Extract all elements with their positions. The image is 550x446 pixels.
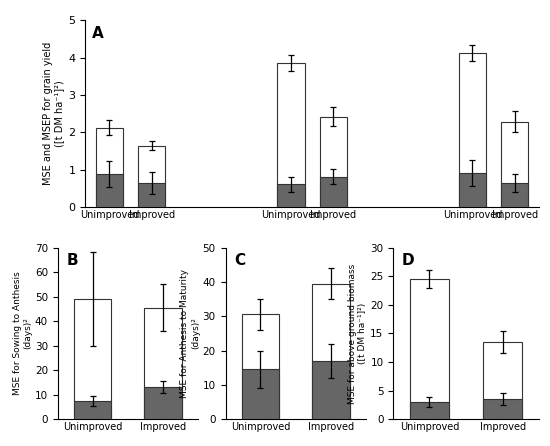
Bar <box>96 173 123 207</box>
Bar <box>483 342 522 419</box>
Bar <box>483 399 522 419</box>
Bar <box>96 128 123 207</box>
Bar <box>277 184 305 207</box>
Bar <box>138 145 166 207</box>
Text: D: D <box>402 253 415 268</box>
Bar <box>277 63 305 207</box>
Bar <box>501 183 529 207</box>
Text: Prediction: Prediction <box>461 252 526 262</box>
Text: B: B <box>66 253 78 268</box>
Text: A: A <box>92 26 104 41</box>
Bar <box>312 284 350 419</box>
Text: Evaluation: Evaluation <box>279 252 345 262</box>
Bar <box>501 122 529 207</box>
Bar <box>74 401 111 419</box>
Bar <box>410 402 449 419</box>
Bar <box>459 53 486 207</box>
Bar <box>459 173 486 207</box>
Bar <box>320 177 347 207</box>
Bar <box>145 387 182 419</box>
Bar <box>74 299 111 419</box>
Y-axis label: MSE for above ground biomass
([t DM ha⁻¹]²): MSE for above ground biomass ([t DM ha⁻¹… <box>348 263 367 404</box>
Bar <box>241 369 279 419</box>
Bar <box>320 117 347 207</box>
Text: C: C <box>234 253 245 268</box>
Bar <box>312 361 350 419</box>
Bar <box>241 314 279 419</box>
Bar <box>410 279 449 419</box>
Y-axis label: MSE for Anthesis to Maturity
(days)²: MSE for Anthesis to Maturity (days)² <box>180 269 200 398</box>
Y-axis label: MSE for Sowing to Anthesis
(days)²: MSE for Sowing to Anthesis (days)² <box>13 272 32 395</box>
Bar <box>138 183 166 207</box>
Text: Calibration: Calibration <box>96 252 165 262</box>
Y-axis label: MSE and MSEP for grain yield
([t DM ha⁻¹]²): MSE and MSEP for grain yield ([t DM ha⁻¹… <box>43 42 64 186</box>
Bar <box>145 308 182 419</box>
